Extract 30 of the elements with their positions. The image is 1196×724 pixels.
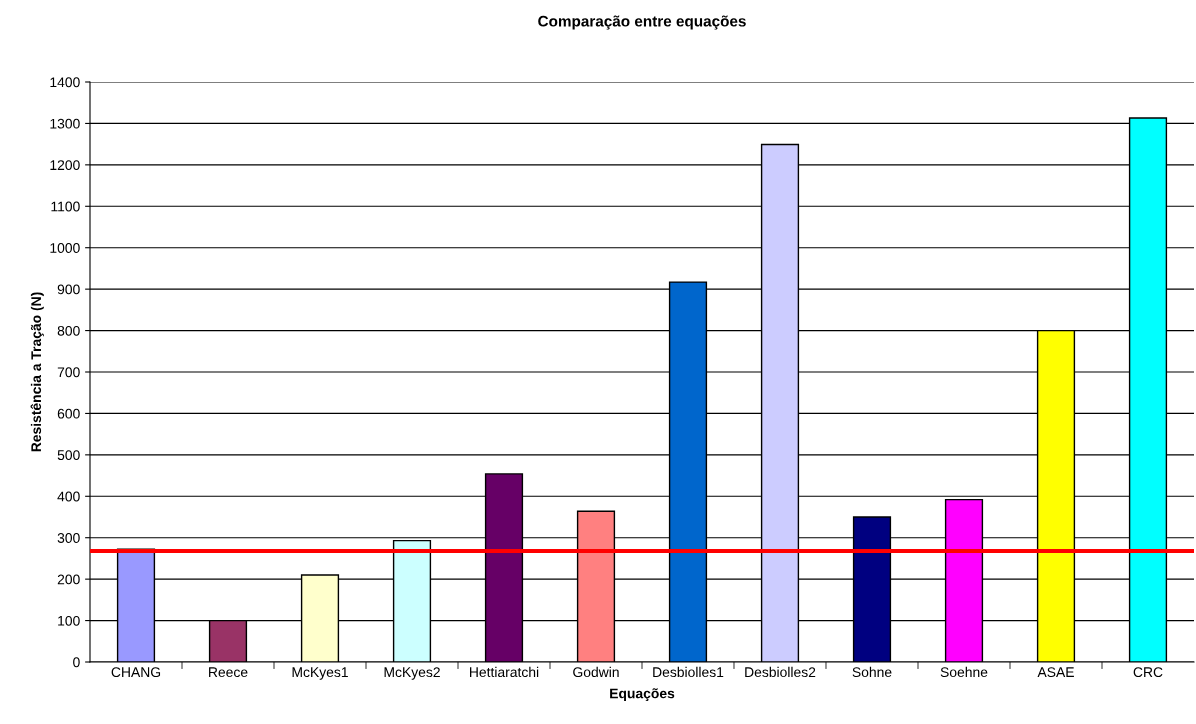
x-tick-label: CHANG xyxy=(111,667,161,678)
y-tick-label: 0 xyxy=(73,657,80,668)
y-tick-label: 100 xyxy=(58,615,80,626)
x-tick-label: McKyes2 xyxy=(384,667,440,680)
x-tick-label: Desbiolles2 xyxy=(745,666,816,678)
x-tick-label: CRC xyxy=(1133,667,1163,678)
x-tick-label: Desbiolles1 xyxy=(653,666,724,678)
y-axis-title: Resistência a Tração (N) xyxy=(30,292,44,452)
y-tick-label: 1000 xyxy=(50,243,80,253)
y-tick-label: 200 xyxy=(57,574,80,585)
x-tick-label: McKyes1 xyxy=(292,667,348,680)
y-tick-label: 300 xyxy=(57,533,80,543)
y-tick-label: 500 xyxy=(57,450,80,461)
x-tick-label: Soehne xyxy=(940,666,988,678)
x-tick-label: Hettiaratchi xyxy=(470,666,539,678)
y-tick-label: 900 xyxy=(57,284,80,295)
y-tick-label: 1200 xyxy=(50,160,80,171)
chart-title: Comparação entre equações xyxy=(538,15,746,30)
y-tick-label: 800 xyxy=(57,325,80,336)
y-tick-label: 700 xyxy=(57,367,80,378)
x-tick-label: Sohne xyxy=(852,666,892,678)
x-tick-label: Godwin xyxy=(573,666,619,678)
y-tick-label: 600 xyxy=(57,408,80,419)
x-tick-label: Reece xyxy=(209,667,248,678)
y-tick-label: 400 xyxy=(57,491,80,502)
y-tick-label: 1400 xyxy=(50,77,80,88)
x-tick-label: ASAE xyxy=(1037,667,1074,678)
y-tick-label: 1300 xyxy=(50,118,80,129)
y-tick-label: 1100 xyxy=(51,201,80,212)
x-axis-title: Equações xyxy=(610,688,675,702)
